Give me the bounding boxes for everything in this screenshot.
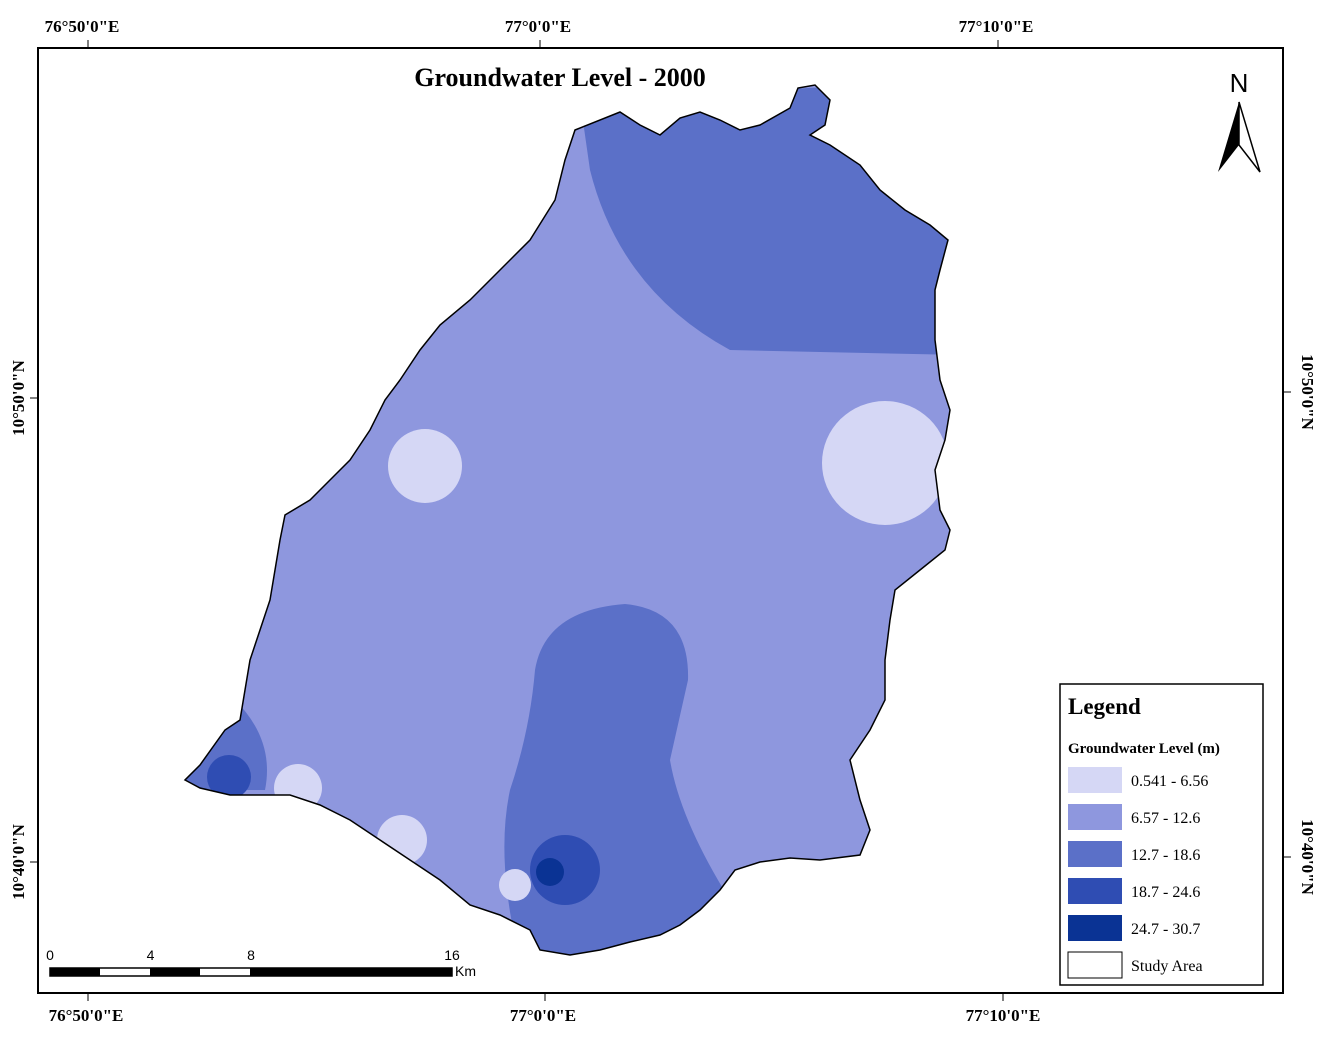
study-area-outline [183,84,951,956]
scale-bar [49,967,453,977]
zone [822,401,948,525]
scale-label: 4 [147,947,155,963]
scale-label: 16 [444,947,460,963]
legend-swatch [1068,841,1122,867]
legend-label: 12.7 - 18.6 [1131,847,1200,864]
coord-label: 10°50'0"N [1298,354,1317,430]
zone [536,858,564,886]
legend-label: 18.7 - 24.6 [1131,884,1200,901]
north-label: N [1230,68,1249,98]
zone [530,835,600,905]
north-arrow [1218,102,1239,172]
legend-label: 24.7 - 30.7 [1131,921,1200,938]
scale-unit: Km [455,963,476,979]
legend-title: Legend [1068,694,1141,719]
coord-label: 77°10'0"E [966,1006,1041,1025]
legend-subtitle: Groundwater Level (m) [1068,741,1220,757]
coord-label: 10°40'0"N [1298,819,1317,895]
scale-label: 8 [247,947,255,963]
legend-swatch [1068,878,1122,904]
legend-swatch [1068,915,1122,941]
coord-label: 10°50'0"N [9,359,28,435]
legend-swatch [1068,767,1122,793]
graticule-ticks [30,40,1291,1001]
coord-label: 77°10'0"E [959,17,1034,36]
legend-label: Study Area [1131,958,1203,975]
legend-label: 6.57 - 12.6 [1131,810,1200,827]
coord-label: 77°0'0"E [510,1006,576,1025]
legend-label: 0.541 - 6.56 [1131,773,1208,790]
north-arrow [1238,101,1261,173]
scale-label: 0 [46,947,54,963]
coord-label: 76°50'0"E [49,1006,124,1025]
coord-label: 10°40'0"N [9,823,28,899]
coord-label: 76°50'0"E [45,17,120,36]
zone [499,869,531,901]
legend-swatch [1068,804,1122,830]
zone [207,755,251,799]
legend-swatch [1067,951,1123,979]
zone [388,429,462,503]
coord-label: 77°0'0"E [505,17,571,36]
map-title: Groundwater Level - 2000 [414,63,706,92]
